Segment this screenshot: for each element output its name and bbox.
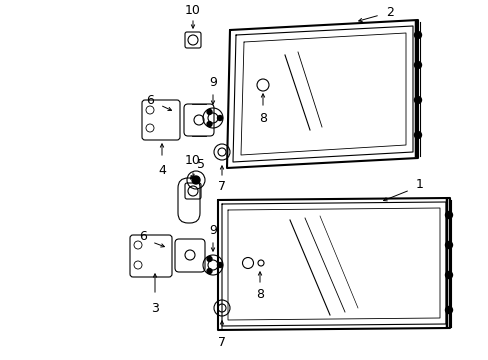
Text: 10: 10: [184, 4, 201, 17]
Circle shape: [414, 96, 421, 104]
Text: 8: 8: [259, 112, 266, 125]
Text: 4: 4: [158, 163, 165, 176]
Circle shape: [206, 109, 212, 114]
Circle shape: [414, 131, 421, 139]
Circle shape: [206, 269, 212, 274]
Circle shape: [414, 62, 421, 68]
Circle shape: [414, 31, 421, 39]
Circle shape: [192, 176, 200, 184]
Text: 1: 1: [415, 179, 423, 192]
Text: 3: 3: [151, 302, 159, 315]
Circle shape: [206, 256, 212, 261]
Text: 5: 5: [197, 158, 204, 171]
Circle shape: [206, 122, 212, 127]
Text: 9: 9: [209, 77, 217, 90]
Text: 6: 6: [146, 94, 154, 107]
Circle shape: [445, 306, 451, 314]
Text: 7: 7: [218, 180, 225, 194]
Circle shape: [445, 242, 451, 248]
Text: 8: 8: [256, 288, 264, 302]
Circle shape: [217, 116, 222, 121]
Text: 9: 9: [209, 224, 217, 237]
Circle shape: [445, 271, 451, 279]
Text: 10: 10: [184, 153, 201, 166]
Text: 6: 6: [139, 230, 146, 243]
Text: 7: 7: [218, 336, 225, 348]
Circle shape: [445, 211, 451, 219]
Circle shape: [217, 262, 222, 267]
Text: 2: 2: [385, 5, 393, 18]
